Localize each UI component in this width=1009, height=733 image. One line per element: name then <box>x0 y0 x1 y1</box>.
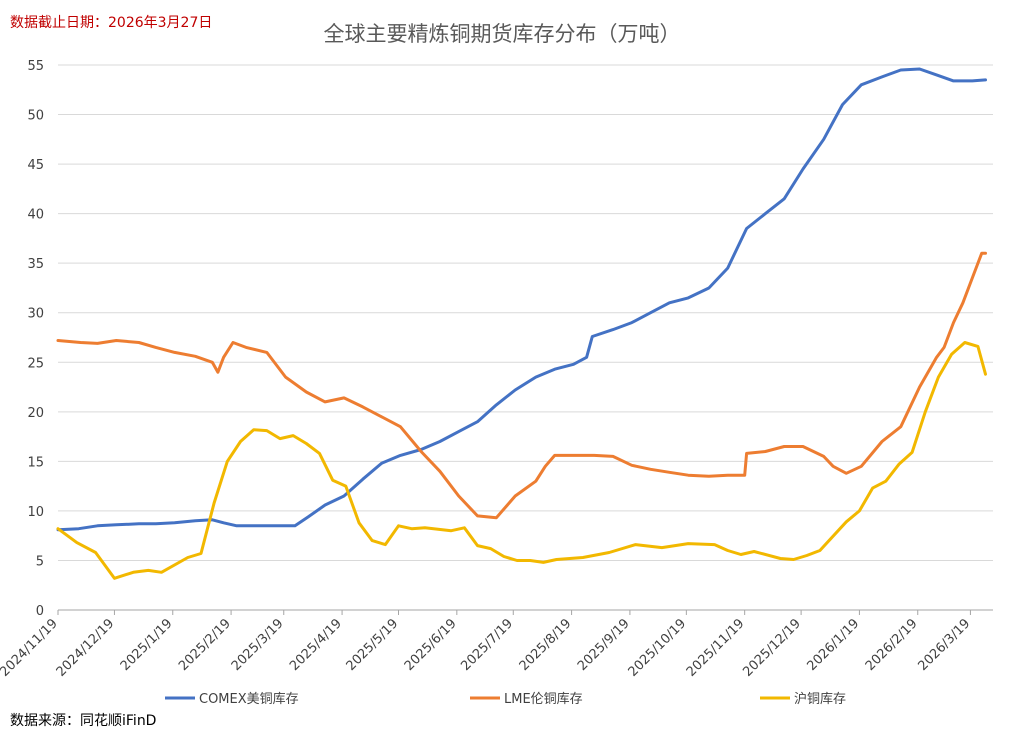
x-tick-label: 2024/12/19 <box>54 616 118 680</box>
y-tick-label: 20 <box>27 406 44 421</box>
x-tick-label: 2025/5/19 <box>344 616 402 674</box>
x-tick-label: 2025/3/19 <box>229 616 287 674</box>
y-tick-label: 25 <box>27 356 44 371</box>
x-tick-label: 2025/8/19 <box>517 616 575 674</box>
legend-label-3: 沪铜库存 <box>794 691 846 707</box>
y-tick-label: 35 <box>27 257 44 272</box>
x-tick-label: 2025/10/19 <box>626 616 690 680</box>
y-tick-label: 30 <box>27 307 44 322</box>
chart-title: 全球主要精炼铜期货库存分布（万吨） <box>324 22 681 46</box>
y-tick-label: 5 <box>36 554 44 569</box>
series-line-2 <box>56 251 987 520</box>
x-tick-label: 2025/9/19 <box>575 616 633 674</box>
y-axis-ticks: 0 5 10 15 20 25 30 35 40 45 50 55 <box>27 59 44 619</box>
series-line-3 <box>56 341 987 580</box>
data-cutoff-note: 数据截止日期：2026年3月27日 <box>10 15 213 31</box>
x-tick-label: 2026/2/19 <box>863 616 921 674</box>
y-tick-label: 0 <box>36 604 44 619</box>
series-line-1 <box>56 67 987 532</box>
legend-label-2: LME伦铜库存 <box>504 691 583 707</box>
x-tick-label: 2025/12/19 <box>740 616 804 680</box>
x-tick-label: 2025/6/19 <box>402 616 460 674</box>
x-tick-label: 2025/7/19 <box>458 616 516 674</box>
legend: COMEX美铜库存 LME伦铜库存 沪铜库存 <box>165 691 846 707</box>
axes <box>57 609 993 615</box>
x-tick-label: 2026/3/19 <box>916 616 974 674</box>
x-tick-label: 2025/11/19 <box>684 616 748 680</box>
x-tick-label: 2025/1/19 <box>118 616 176 674</box>
y-tick-label: 45 <box>27 158 44 173</box>
y-tick-label: 15 <box>27 455 44 470</box>
x-tick-label: 2026/1/19 <box>805 616 863 674</box>
y-tick-label: 55 <box>27 59 44 74</box>
y-tick-label: 50 <box>27 109 44 124</box>
series-lines <box>56 67 987 580</box>
x-tick-label: 2024/11/19 <box>0 616 61 680</box>
grid-lines <box>58 64 993 561</box>
y-tick-label: 10 <box>27 505 44 520</box>
x-tick-label: 2025/4/19 <box>287 616 345 674</box>
x-tick-label: 2025/2/19 <box>176 616 234 674</box>
data-source-note: 数据来源：同花顺iFinD <box>10 713 157 729</box>
y-tick-label: 40 <box>27 208 44 223</box>
legend-label-1: COMEX美铜库存 <box>199 691 299 707</box>
